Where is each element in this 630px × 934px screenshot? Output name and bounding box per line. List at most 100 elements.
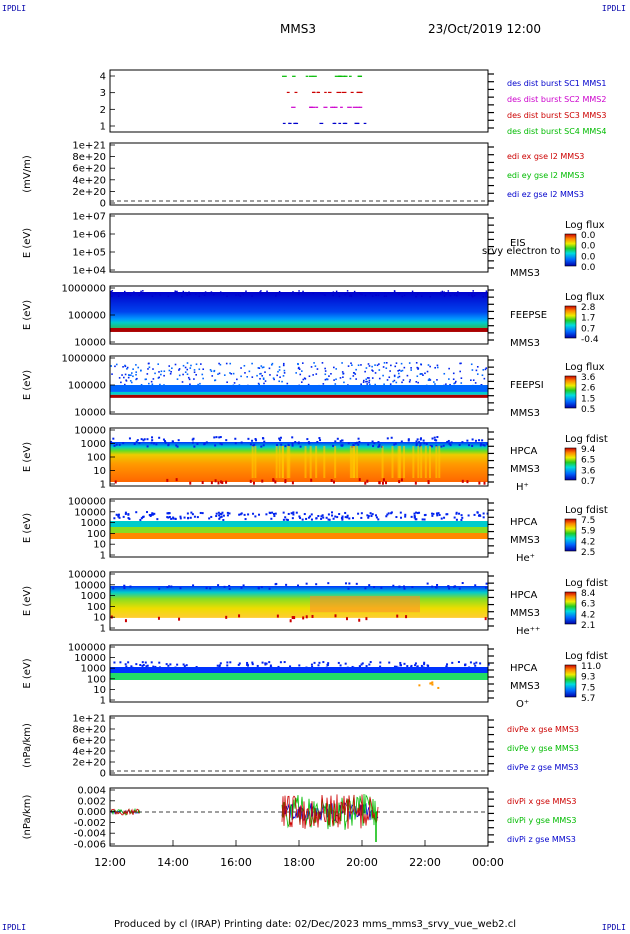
heatmap-speck [420, 664, 423, 667]
heatmap-speck [364, 481, 367, 485]
colorbar-tick-label: 11.0 [581, 662, 601, 672]
heatmap-speck [473, 294, 476, 297]
heatmap-speck [367, 443, 370, 446]
heatmap-speck [274, 512, 277, 515]
heatmap-speck [135, 364, 137, 366]
heatmap-speck [171, 440, 174, 443]
heatmap-speck [352, 375, 355, 377]
heatmap-speck [263, 440, 266, 443]
heatmap-speck [366, 380, 368, 383]
heatmap-speck [401, 381, 403, 384]
heatmap-speck [174, 363, 177, 366]
x-axis: 12:00 14:00 16:00 18:00 20:00 22:00 00:00 [94, 840, 504, 869]
heatmap-speck [142, 290, 144, 292]
y-tick-label: 1000000 [61, 354, 106, 365]
heatmap-speck [175, 444, 178, 447]
y-tick-label: 10000 [74, 408, 106, 419]
heatmap-speck [226, 381, 228, 384]
heatmap-speck [362, 381, 365, 383]
heatmap-speck [128, 437, 131, 440]
burst-marker [357, 75, 362, 77]
heatmap-speck [319, 439, 322, 442]
heatmap-speck [434, 366, 436, 369]
y-tick-label: 0.004 [77, 786, 106, 797]
heatmap-speck [213, 370, 215, 373]
heatmap-speck [218, 664, 221, 667]
heatmap-speck [115, 443, 118, 446]
y-tick-label: 10000 [74, 507, 106, 518]
heatmap-speck [203, 442, 206, 445]
heatmap-speck [429, 444, 432, 447]
heatmap-speck [380, 586, 383, 589]
heatmap-speck [286, 518, 289, 521]
heatmap-speck [277, 370, 279, 373]
y-axis-label: (nPa/km) [22, 723, 33, 768]
heatmap-streak [381, 446, 384, 478]
heatmap-speck [411, 290, 414, 293]
heatmap-speck [454, 382, 457, 384]
heatmap-speck [455, 518, 458, 521]
heatmap-speck [190, 511, 193, 514]
heatmap-speck [155, 443, 158, 446]
heatmap-speck [186, 512, 189, 515]
heatmap-streak [412, 446, 415, 478]
heatmap-speck [210, 515, 213, 518]
heatmap-speck [262, 437, 265, 440]
y-tick-label: 8e+20 [72, 725, 106, 736]
heatmap-speck [446, 440, 449, 443]
heatmap-speck [311, 665, 314, 668]
heatmap-speck [138, 294, 140, 297]
heatmap-speck [275, 292, 278, 295]
heatmap-speck [368, 365, 371, 367]
heatmap-speck [387, 292, 390, 294]
heatmap-speck [461, 441, 464, 444]
y-tick-label: 0.002 [77, 796, 106, 807]
heatmap-speck [210, 481, 213, 485]
heatmap-speck [251, 376, 254, 378]
heatmap-speck [401, 295, 404, 298]
heatmap-speck [346, 516, 349, 519]
heatmap-speck [475, 661, 478, 664]
heatmap-speck [251, 663, 254, 666]
colorbar-tick-label: -0.4 [581, 335, 599, 345]
burst-marker [341, 91, 347, 94]
heatmap-speck [437, 512, 440, 515]
heatmap-speck [322, 661, 325, 664]
heatmap-speck [318, 661, 321, 664]
heatmap-speck [243, 513, 246, 516]
heatmap-speck [260, 372, 262, 375]
heatmap-speck [278, 380, 280, 383]
heatmap-speck [330, 479, 333, 483]
heatmap-speck [284, 516, 287, 519]
heatmap-speck [471, 444, 474, 447]
heatmap-speck [325, 516, 328, 519]
heatmap-speck [147, 362, 150, 365]
heatmap-speck [448, 587, 451, 590]
heatmap-speck [273, 378, 275, 381]
heatmap-streak [435, 446, 438, 478]
heatmap-band [110, 667, 488, 673]
heatmap-speck [480, 443, 483, 446]
y-tick-label: 1e+05 [72, 248, 106, 259]
heatmap-streak [251, 446, 254, 478]
heatmap-speck [301, 518, 304, 521]
y-tick-label: 10 [93, 540, 106, 551]
heatmap-speck [427, 480, 430, 484]
heatmap-speck [298, 368, 301, 370]
heatmap-speck [135, 371, 138, 373]
heatmap-speck [183, 516, 186, 519]
heatmap-speck [128, 517, 131, 520]
heatmap-speck [403, 294, 406, 297]
heatmap-speck [114, 480, 117, 484]
burst-marker [330, 106, 334, 108]
heatmap-speck [152, 442, 155, 445]
heatmap-speck [426, 664, 429, 667]
heatmap-speck [236, 378, 238, 381]
heatmap-speck [158, 371, 160, 373]
heatmap-speck [201, 292, 204, 295]
heatmap-speck [279, 436, 282, 439]
heatmap-speck [280, 443, 283, 446]
heatmap-speck [222, 293, 225, 295]
burst-marker [350, 91, 354, 94]
heatmap-speck [413, 512, 416, 515]
